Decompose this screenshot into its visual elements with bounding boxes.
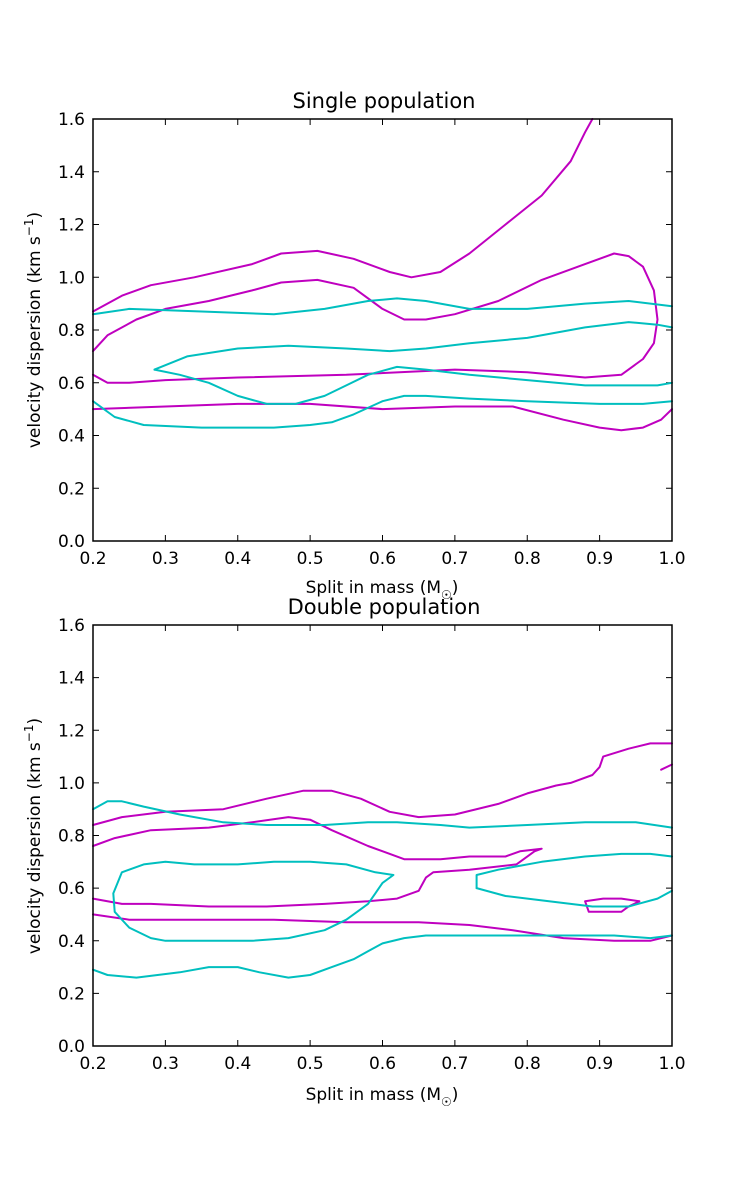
- x-tick-label: 0.7: [441, 1054, 468, 1074]
- x-tick-label: 0.8: [514, 1054, 541, 1074]
- x-axis-label-sub: ☉: [441, 1095, 452, 1109]
- x-tick-label: 0.6: [369, 549, 396, 569]
- x-tick-label: 0.6: [369, 1054, 396, 1074]
- contour-cyan-middle: [153, 321, 673, 371]
- y-axis-label-main: velocity dispersion (km s: [25, 236, 45, 448]
- y-tick-label: 1.4: [58, 669, 85, 689]
- double-population-panel: Double population 0.2 0.3 0.4 0.5 0.6 0.7 0.8 0…: [22, 595, 686, 1109]
- x-tick-label: 0.4: [224, 549, 251, 569]
- y-tick-label: 0.4: [58, 427, 85, 447]
- ticks: 0.2 0.3 0.4 0.5 0.6 0.7 0.8 0.9 1.00.00.20.40.60…: [58, 110, 686, 569]
- y-tick-label: 1.0: [58, 268, 85, 288]
- y-tick-label: 1.6: [58, 110, 85, 130]
- y-tick-label: 0.8: [58, 827, 85, 847]
- y-axis-label-sup: −1: [22, 219, 36, 237]
- contour-cyan-left-loop: [112, 860, 395, 942]
- x-tick-label: 0.2: [79, 1054, 106, 1074]
- x-axis-label-close: ): [452, 1085, 459, 1105]
- contour-cyan-crossing: [153, 365, 673, 405]
- y-tick-label: 1.2: [58, 216, 85, 236]
- contour-magenta-top-tail: [660, 763, 673, 771]
- x-axis-label: Split in mass (M☉): [306, 1085, 459, 1109]
- contour-magenta-lower: [92, 913, 673, 942]
- plot-frame: [92, 118, 673, 542]
- y-tick-label: 0.0: [58, 1037, 85, 1057]
- x-tick-label: 0.3: [152, 549, 179, 569]
- y-tick-label: 0.8: [58, 321, 85, 341]
- x-axis-label: Split in mass (M☉): [306, 578, 459, 602]
- y-axis-label-close: ): [25, 212, 45, 219]
- y-tick-label: 0.6: [58, 879, 85, 899]
- y-tick-label: 0.6: [58, 374, 85, 394]
- y-tick-label: 0.0: [58, 532, 85, 552]
- chart-title: Double population: [288, 595, 481, 619]
- contours: [92, 118, 673, 432]
- x-tick-label: 0.2: [79, 549, 106, 569]
- contour-magenta-inner-loop: [92, 252, 659, 384]
- x-tick-label: 0.9: [586, 1054, 613, 1074]
- y-tick-label: 0.2: [58, 479, 85, 499]
- ticks: 0.2 0.3 0.4 0.5 0.6 0.7 0.8 0.9 1.00.00.20.40.60…: [58, 616, 686, 1074]
- x-tick-label: 0.4: [224, 1054, 251, 1074]
- y-tick-label: 1.6: [58, 616, 85, 636]
- y-tick-label: 0.2: [58, 984, 85, 1004]
- y-tick-label: 0.4: [58, 932, 85, 952]
- x-tick-label: 0.9: [586, 549, 613, 569]
- chart-title: Single population: [293, 89, 476, 113]
- y-tick-label: 1.2: [58, 721, 85, 741]
- x-axis-label-main: Split in mass (M: [306, 578, 441, 598]
- single-population-panel: Single population 0.2 0.3 0.4 0.5 0.6 0.7 0.8 0…: [22, 89, 686, 602]
- y-axis-label: velocity dispersion (km s−1): [22, 718, 45, 954]
- plot-frame: [92, 624, 673, 1047]
- x-axis-label-sub: ☉: [441, 588, 452, 602]
- contour-cyan-lower-loop: [92, 394, 673, 429]
- contour-magenta-lower: [92, 402, 673, 432]
- contour-magenta-top: [92, 742, 673, 826]
- x-axis-label-main: Split in mass (M: [306, 1085, 441, 1105]
- y-axis-label-main: velocity dispersion (km s: [25, 742, 45, 954]
- x-tick-label: 1.0: [658, 549, 685, 569]
- x-tick-label: 0.7: [441, 549, 468, 569]
- y-tick-label: 1.0: [58, 774, 85, 794]
- contour-magenta-middle: [92, 816, 543, 908]
- contours: [92, 742, 673, 979]
- contour-cyan-right-open: [475, 852, 673, 890]
- x-tick-label: 0.3: [152, 1054, 179, 1074]
- y-axis-label-close: ): [25, 718, 45, 725]
- y-axis-label: velocity dispersion (km s−1): [22, 212, 45, 448]
- x-tick-label: 0.8: [514, 549, 541, 569]
- contour-magenta-outer: [92, 118, 594, 313]
- x-axis-label-close: ): [452, 578, 459, 598]
- contour-cyan-top: [92, 800, 673, 829]
- contour-cyan-upper: [92, 297, 673, 316]
- x-tick-label: 1.0: [658, 1054, 685, 1074]
- x-tick-label: 0.5: [297, 1054, 324, 1074]
- y-axis-label-sup: −1: [22, 725, 36, 743]
- contour-cyan-right-lower: [475, 887, 673, 908]
- x-tick-label: 0.5: [297, 549, 324, 569]
- contour-cyan-bottom: [92, 934, 673, 979]
- y-tick-label: 1.4: [58, 163, 85, 183]
